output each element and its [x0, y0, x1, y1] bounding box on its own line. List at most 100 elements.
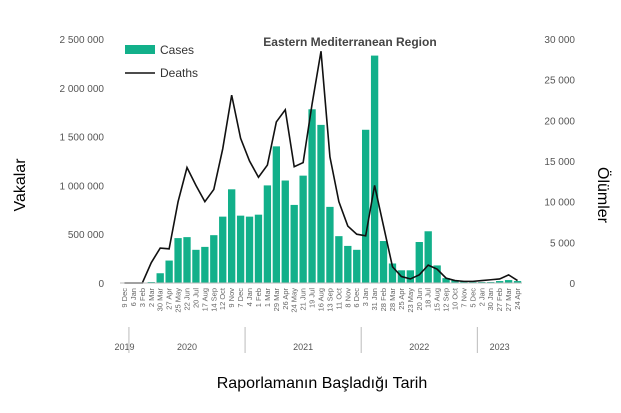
cases-bar — [379, 241, 388, 283]
cases-bar — [228, 189, 236, 283]
x-tick-label: 30 Mar — [156, 287, 165, 311]
y-tick-label: 1 000 000 — [60, 181, 105, 192]
cases-bar — [299, 175, 307, 283]
x-tick-label: 14 Sep — [209, 288, 218, 312]
cases-bar — [451, 280, 459, 283]
cases-bar — [263, 185, 272, 283]
x-tick-label: 27 Mar — [504, 287, 513, 311]
x-tick-label: 22 Jun — [183, 288, 192, 311]
y-axis-ticks: 0 500 000 1 000 000 1 500 000 2 000 000 2 500… — [60, 35, 105, 290]
x-tick-label: 2 Mar — [147, 287, 156, 307]
y2-tick-label: 0 — [569, 279, 575, 290]
y-axis-title: Vakalar — [12, 158, 29, 212]
x-axis-ticks: 9 Dec 6 Jan 3 Feb 2 Mar 30 Mar 27 Apr 25 May 22… — [120, 287, 522, 313]
x-tick-label: 29 Mar — [272, 287, 281, 311]
y-tick-label: 1 500 000 — [60, 133, 105, 144]
cases-bar — [174, 238, 182, 283]
cases-bar — [335, 236, 343, 283]
x-tick-label: 25 Apr — [397, 288, 406, 310]
cases-bar — [219, 216, 227, 283]
cases-bar — [201, 246, 209, 283]
cases-bar — [192, 249, 200, 283]
x-tick-label: 28 Mar — [388, 287, 397, 311]
cases-bar — [344, 245, 352, 283]
x-tick-label: 16 Aug — [317, 288, 326, 311]
cases-bar — [281, 180, 289, 283]
x-tick-label: 13 Sep — [325, 288, 334, 312]
x-tick-label: 9 Nov — [227, 288, 236, 308]
cases-bar — [406, 270, 414, 283]
cases-bar — [513, 281, 522, 283]
y2-tick-label: 25 000 — [544, 76, 575, 87]
x-tick-label: 12 Sep — [442, 288, 451, 312]
year-label: 2021 — [293, 342, 313, 352]
cases-bar — [370, 55, 379, 284]
cases-bar — [362, 129, 370, 283]
x-tick-label: 11 Oct — [334, 287, 343, 309]
cases-bar — [245, 216, 254, 283]
x-tick-label: 24 May — [290, 288, 299, 313]
x-tick-label: 18 Jul — [424, 288, 433, 308]
cases-bar — [236, 215, 245, 283]
x-tick-label: 1 Mar — [263, 287, 272, 307]
cases-bar — [308, 109, 316, 283]
deaths-line — [124, 51, 518, 284]
x-tick-label: 4 Jan — [245, 288, 254, 306]
chart-title: Eastern Mediterranean Region — [263, 35, 436, 49]
year-labels: 2019 2020 2021 2022 2023 — [114, 327, 510, 353]
cases-bar — [290, 204, 298, 283]
x-tick-label: 31 Jan — [370, 288, 379, 311]
x-tick-label: 25 May — [174, 288, 183, 313]
x-tick-label: 7 Nov — [459, 288, 468, 308]
y2-tick-label: 30 000 — [544, 35, 575, 46]
cases-bar — [433, 265, 441, 283]
cases-bar — [317, 124, 325, 283]
cases-bar — [326, 206, 334, 283]
legend-label-cases: Cases — [160, 43, 194, 57]
cases-bar — [415, 242, 423, 283]
x-tick-label: 3 Feb — [138, 288, 147, 307]
y2-axis-ticks: 0 5 000 10 000 15 000 20 000 25 000 30 000 — [544, 35, 575, 290]
year-label: 2022 — [409, 342, 429, 352]
x-tick-label: 26 Apr — [281, 288, 290, 310]
x-tick-label: 3 Jan — [361, 288, 370, 306]
x-tick-label: 20 Jun — [415, 288, 424, 311]
year-label: 2023 — [490, 342, 510, 352]
x-tick-label: 15 Aug — [433, 288, 442, 311]
cases-bar — [496, 281, 504, 283]
cases-bar — [210, 235, 218, 283]
y2-tick-label: 20 000 — [544, 116, 575, 127]
cases-bar — [272, 146, 280, 283]
x-tick-label: 27 Feb — [495, 288, 504, 311]
cases-bar — [442, 278, 450, 283]
x-tick-label: 21 Jun — [299, 288, 308, 311]
x-tick-label: 6 Dec — [352, 288, 361, 308]
x-tick-label: 12 Oct — [218, 287, 227, 310]
cases-bar — [165, 260, 173, 283]
x-tick-label: 6 Jan — [129, 288, 138, 306]
x-tick-label: 10 Oct — [451, 287, 460, 310]
cases-bar — [504, 280, 513, 283]
x-tick-label: 5 Dec — [468, 288, 477, 308]
cases-bar — [424, 231, 432, 283]
cases-bar — [156, 273, 164, 283]
y2-tick-label: 5 000 — [550, 238, 575, 249]
cases-bars — [147, 55, 522, 284]
legend-label-deaths: Deaths — [160, 66, 198, 80]
y-tick-label: 0 — [98, 279, 104, 290]
x-tick-label: 1 Feb — [254, 288, 263, 307]
y2-tick-label: 15 000 — [544, 157, 575, 168]
x-tick-label: 27 Apr — [165, 288, 174, 310]
x-tick-label: 17 Aug — [200, 288, 209, 311]
x-tick-label: 24 Apr — [513, 288, 522, 310]
x-axis-title: Raporlamanın Başladığı Tarih — [217, 375, 428, 392]
x-tick-label: 2 Jan — [477, 288, 486, 306]
y-tick-label: 2 000 000 — [60, 84, 105, 95]
x-tick-label: 9 Dec — [120, 288, 129, 308]
x-tick-label: 19 Jul — [308, 288, 317, 308]
y-tick-label: 500 000 — [68, 230, 105, 241]
legend: Cases Deaths — [125, 43, 198, 80]
x-tick-label: 8 Nov — [343, 288, 352, 308]
y-tick-label: 2 500 000 — [60, 35, 105, 46]
